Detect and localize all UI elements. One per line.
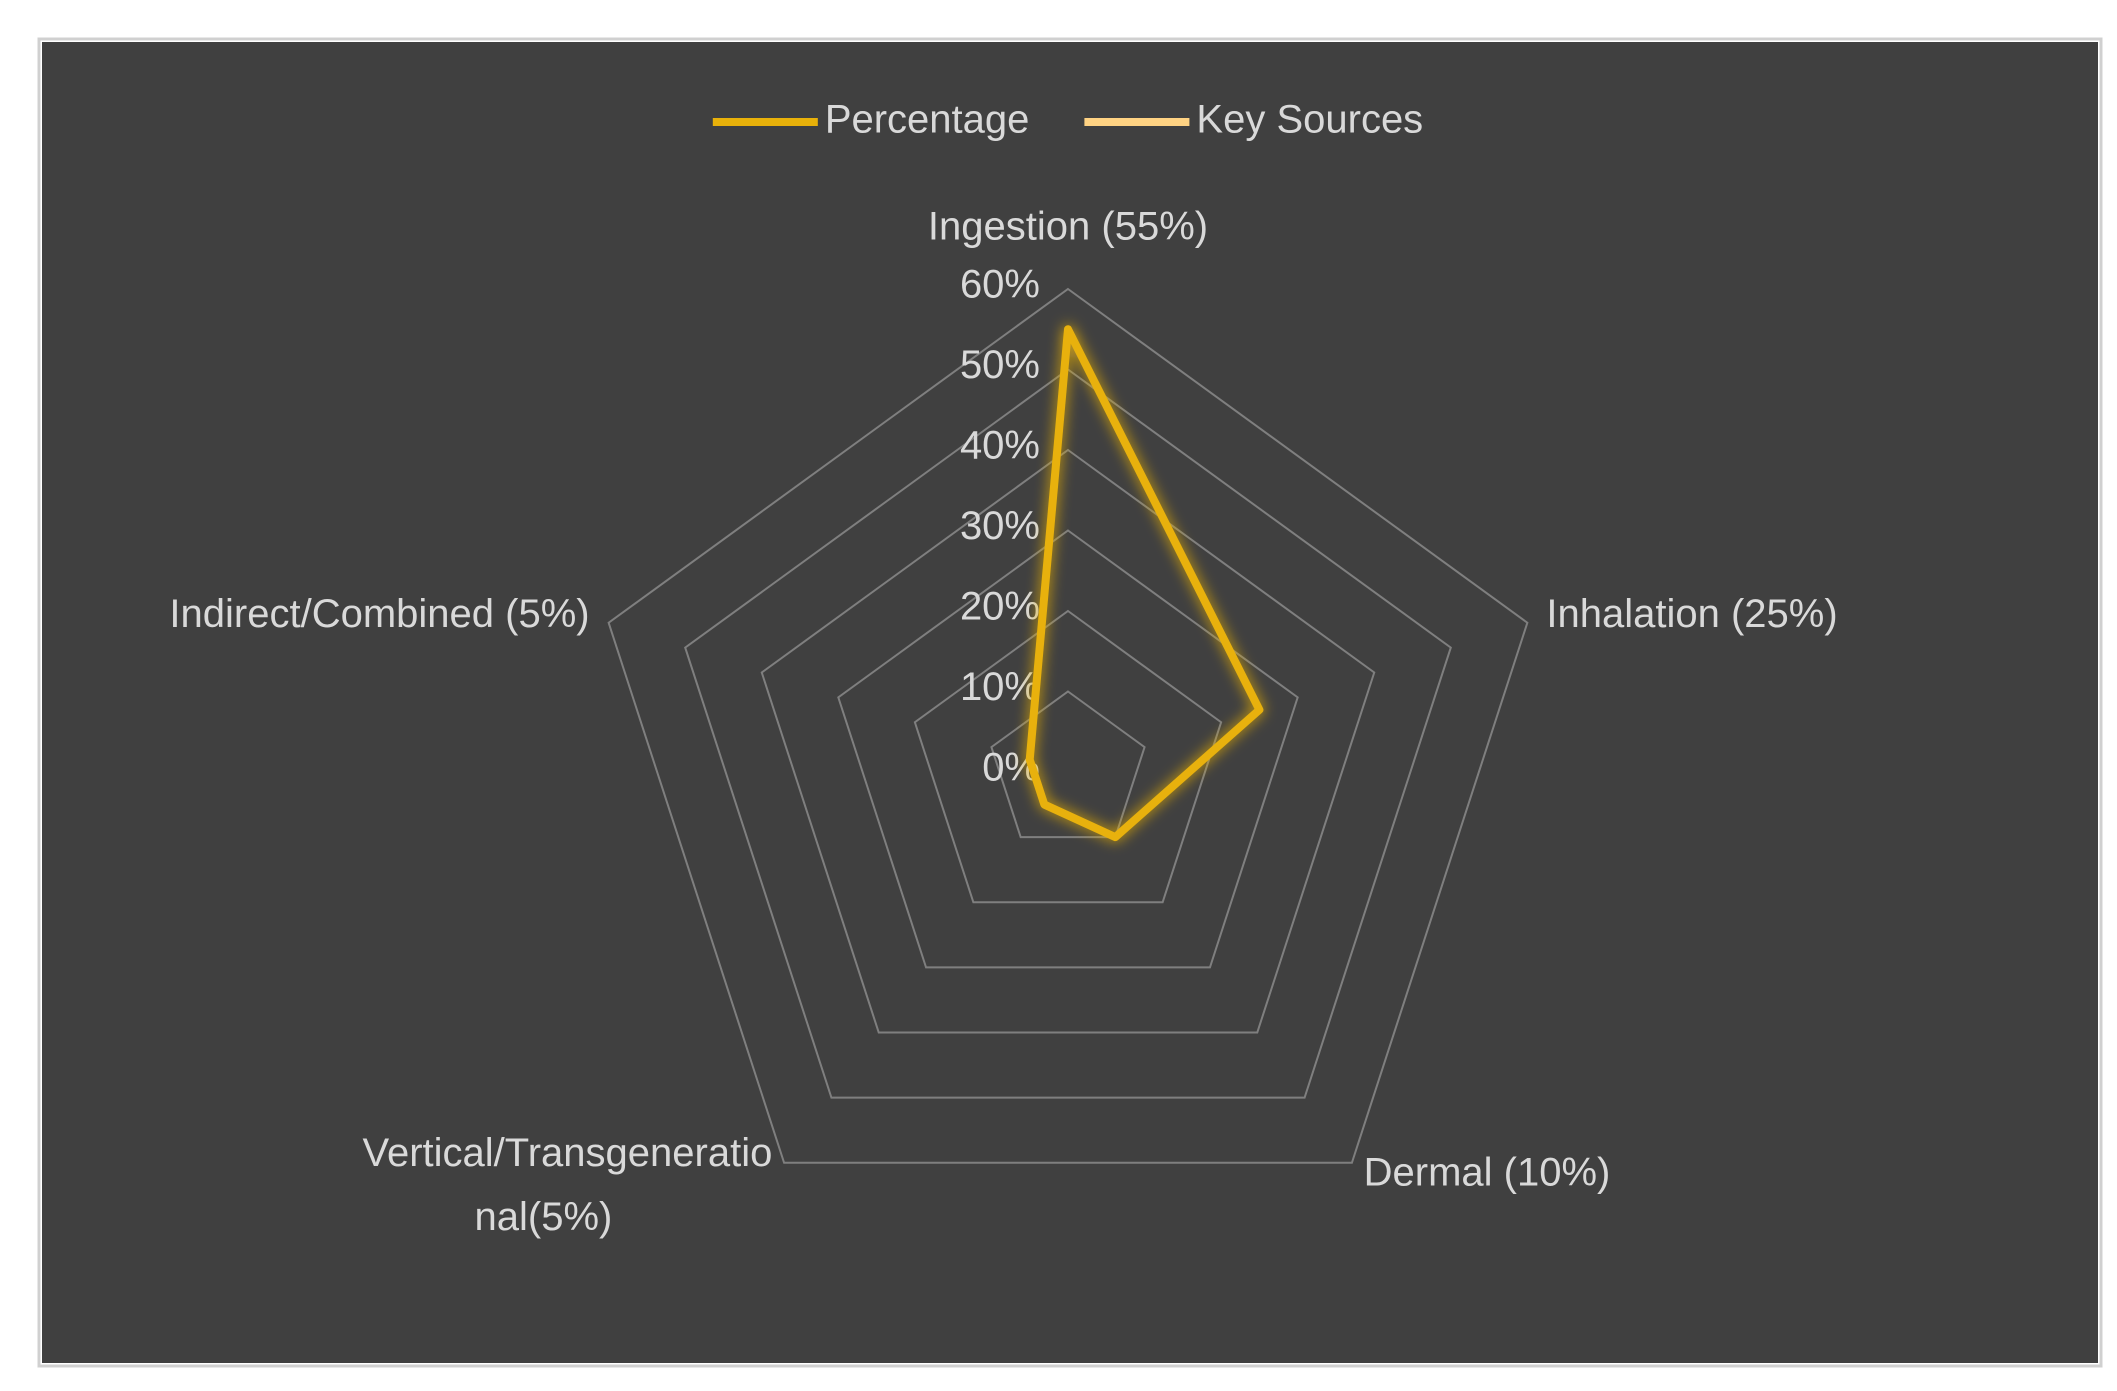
category-label: Dermal (10%) <box>1364 1150 1611 1194</box>
category-label-line: Vertical/Transgeneratio <box>363 1130 773 1174</box>
grid-ring <box>837 529 1299 969</box>
series-line <box>1025 325 1264 842</box>
r-tick-label: 30% <box>960 504 1040 548</box>
grid-ring <box>760 448 1376 1034</box>
category-label-line: nal(5%) <box>475 1194 613 1238</box>
grid-ring <box>990 690 1146 839</box>
r-tick-label: 40% <box>960 424 1040 468</box>
r-tick-label: 20% <box>960 585 1040 629</box>
category-label: Ingestion (55%) <box>928 205 1208 249</box>
category-label: Indirect/Combined (5%) <box>169 592 589 636</box>
legend-label: Key Sources <box>1196 98 1423 142</box>
grid-ring <box>684 368 1452 1099</box>
category-label: Vertical/Transgeneratio nal(5%) <box>363 1130 773 1238</box>
legend-label: Percentage <box>825 98 1030 142</box>
legend-item: Key Sources <box>1084 98 1423 142</box>
r-tick-label: 10% <box>960 665 1040 709</box>
category-label: Inhalation (25%) <box>1546 592 1837 636</box>
grid-ring <box>913 609 1223 904</box>
plot-background <box>42 42 2098 1363</box>
r-tick-label: 60% <box>960 263 1040 307</box>
legend-item: Percentage <box>712 98 1030 142</box>
r-tick-label: 50% <box>960 343 1040 387</box>
grid-ring <box>607 287 1529 1164</box>
